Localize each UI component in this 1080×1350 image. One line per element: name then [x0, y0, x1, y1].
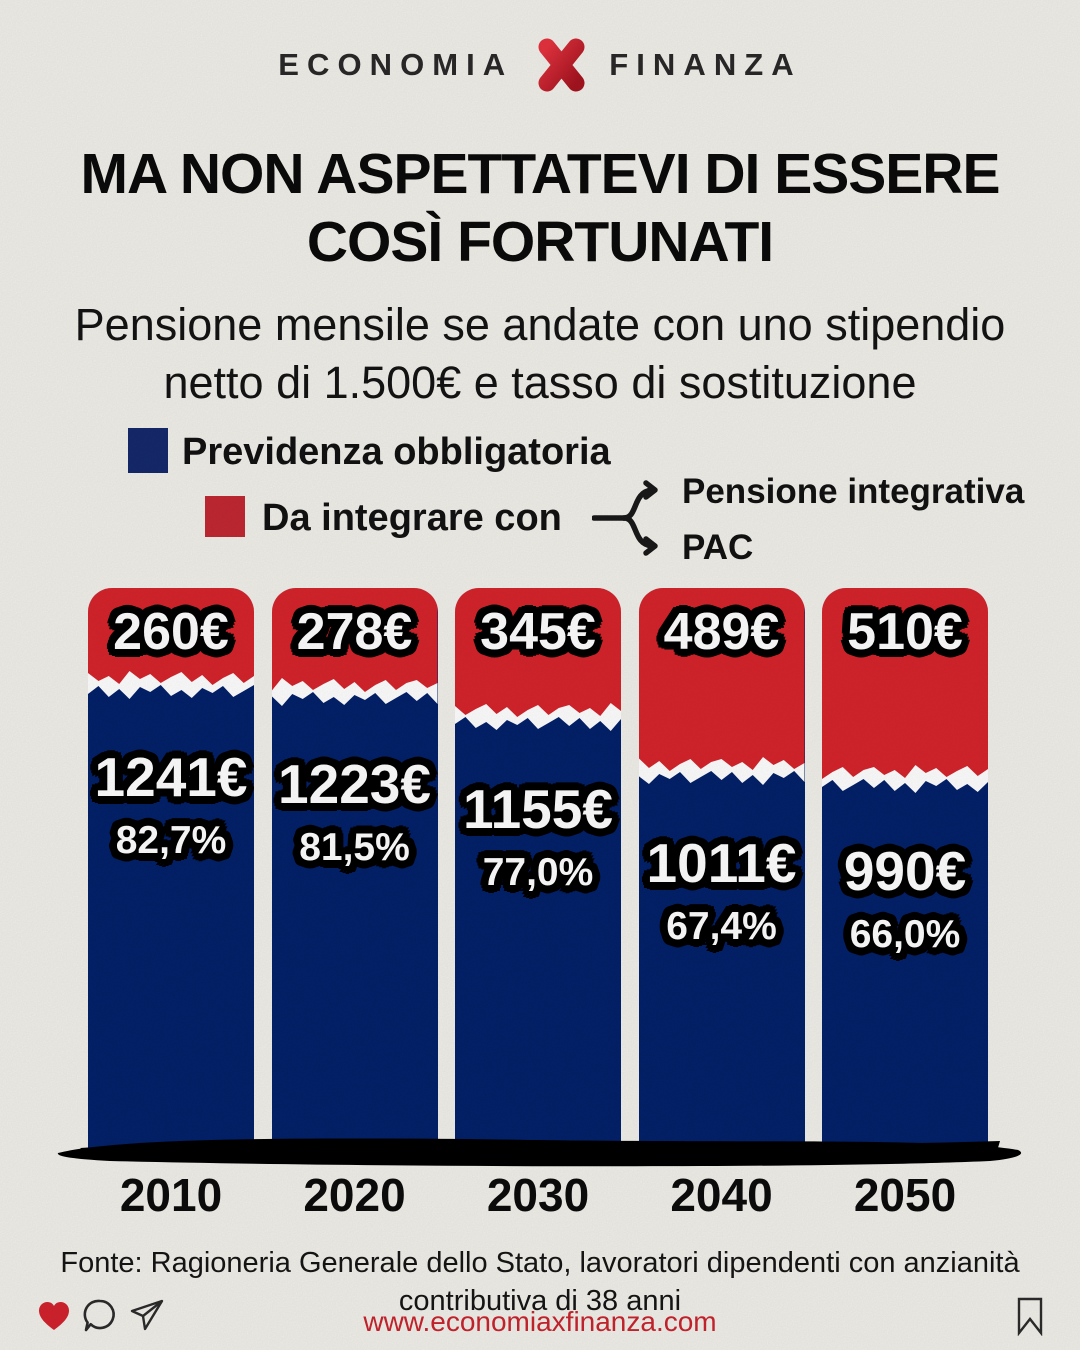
bar-main-value: 1155€ [463, 778, 613, 840]
legend-swatch-integrate [205, 496, 245, 537]
source-line-1: Fonte: Ragioneria Generale dello Stato, … [60, 1247, 1020, 1279]
comment-icon [82, 1298, 118, 1334]
bar-2040: 489€ 1011€ 67,4% [638, 588, 805, 1150]
axis-label-2040: 2040 [670, 1169, 773, 1221]
bar-main-value: 1223€ [278, 753, 431, 815]
bar-top-value: 345€ [480, 603, 596, 661]
fork-arrows-icon [591, 460, 692, 583]
subtitle-line-1: Pensione mensile se andate con uno stipe… [74, 299, 1006, 350]
legend-branch-pensione-integrativa: Pensione integrativa [682, 472, 1025, 511]
title-line-1: MA NON ASPETTATEVI DI ESSERE [80, 142, 1001, 206]
bar-percent: 67,4% [666, 905, 777, 948]
bar-percent: 81,5% [299, 826, 410, 869]
share-icon [128, 1298, 166, 1334]
axis-label-2050: 2050 [853, 1169, 957, 1221]
title-line-2: COSÌ FORTUNATI [306, 210, 774, 274]
bar-main-value: 1241€ [94, 746, 248, 808]
legend-swatch-obligatory [128, 428, 168, 473]
brand-header: ECONOMIA FINANZA [0, 36, 1080, 94]
bar-percent: 66,0% [849, 913, 961, 956]
reaction-icons [36, 1298, 166, 1334]
axis-label-2020: 2020 [303, 1169, 406, 1221]
legend-branch-pac: PAC [682, 528, 754, 567]
bar-percent: 82,7% [115, 819, 227, 862]
bar-2050: 510€ 990€ 66,0% [822, 588, 988, 1150]
bar-main-value: 990€ [843, 840, 967, 902]
legend-label-obligatory: Previdenza obbligatoria [182, 431, 611, 473]
bar-percent: 77,0% [482, 851, 594, 894]
axis-label-2010: 2010 [119, 1169, 223, 1221]
bar-2010: 260€ 1241€ 82,7% [88, 588, 254, 1150]
bar-2030: 345€ 1155€ 77,0% [455, 588, 621, 1150]
page-title: MA NON ASPETTATEVI DI ESSERE COSÌ FORTUN… [0, 140, 1080, 276]
bar-top-value: 510€ [847, 603, 963, 661]
bookmark-icon [1014, 1296, 1046, 1341]
heart-icon [36, 1299, 72, 1333]
subtitle-line-2: netto di 1.500€ e tasso di sostituzione [163, 357, 917, 408]
page-subtitle: Pensione mensile se andate con uno stipe… [0, 296, 1080, 412]
bar-2020: 278€ 1223€ 81,5% [271, 588, 438, 1150]
axis-label-2030: 2030 [486, 1169, 590, 1221]
bar-top-value: 278€ [296, 603, 413, 661]
brand-right: FINANZA [609, 47, 802, 82]
brand-left: ECONOMIA [278, 47, 514, 82]
bar-top-value: 260€ [113, 603, 229, 661]
legend-label-integrate: Da integrare con [262, 497, 562, 539]
bar-main-value: 1011€ [646, 832, 797, 894]
bar-top-value: 489€ [663, 603, 780, 661]
brand-x-icon [531, 36, 591, 94]
